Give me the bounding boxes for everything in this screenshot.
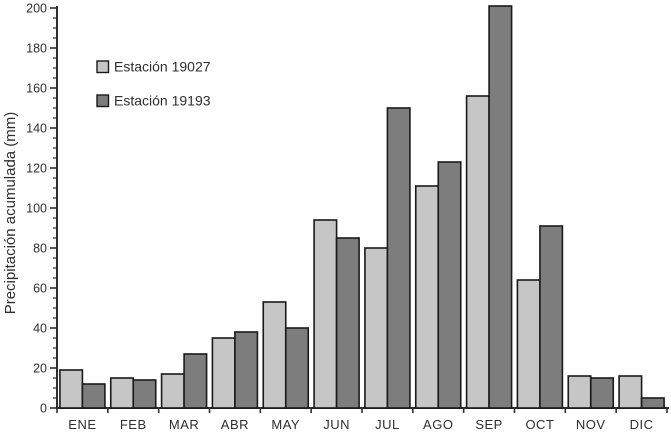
x-category-label: JUL xyxy=(375,417,400,432)
y-tick-label: 0 xyxy=(40,402,47,416)
bar-feb-series1 xyxy=(109,377,135,409)
x-category-label: OCT xyxy=(525,417,554,432)
legend-swatch-series1 xyxy=(96,60,110,74)
bar-feb-series2 xyxy=(132,379,157,409)
legend: Estación 19027 Estación 19193 xyxy=(96,59,211,109)
bar-may-series1 xyxy=(262,301,287,409)
x-axis: ENE FEB MAR ABR MAY JUN JUL AGO SEP OCT NOV DIC xyxy=(56,407,669,432)
legend-label-series1: Estación 19027 xyxy=(114,59,211,75)
x-category-label: SEP xyxy=(475,417,503,432)
y-tick-label: 140 xyxy=(26,122,47,136)
y-tick-label: 180 xyxy=(26,42,47,56)
bar-jun-series1 xyxy=(313,219,338,409)
bar-ene-series2 xyxy=(81,383,106,409)
bar-sep-series2 xyxy=(488,5,513,409)
bar-sep-series1 xyxy=(465,95,490,409)
bar-ago-series2 xyxy=(437,161,462,409)
x-category-label: DIC xyxy=(630,417,654,432)
bar-ene-series1 xyxy=(59,369,84,409)
x-category-label: MAY xyxy=(271,417,300,432)
bar-dic-series2 xyxy=(640,397,665,409)
x-category-label: AGO xyxy=(423,417,453,432)
bar-nov-series2 xyxy=(589,377,615,409)
y-tick-label: 100 xyxy=(26,202,47,216)
bar-oct-series2 xyxy=(539,225,564,409)
bar-ago-series1 xyxy=(414,185,440,409)
bar-series xyxy=(59,5,665,409)
y-tick-label: 160 xyxy=(26,82,47,96)
bar-mar-series2 xyxy=(183,353,208,409)
y-tick-label: 80 xyxy=(33,242,47,256)
x-category-label: FEB xyxy=(120,417,147,432)
y-tick-label: 200 xyxy=(26,2,47,16)
x-category-label: MAR xyxy=(169,417,199,432)
legend-swatch-series2 xyxy=(96,94,110,108)
y-tick-label: 20 xyxy=(33,362,47,376)
x-category-label: NOV xyxy=(576,417,606,432)
bar-mar-series1 xyxy=(160,373,185,409)
bar-may-series2 xyxy=(284,327,310,409)
y-tick-label: 40 xyxy=(33,322,47,336)
bar-oct-series1 xyxy=(516,279,541,409)
bar-abr-series1 xyxy=(211,337,236,409)
bar-nov-series1 xyxy=(567,375,592,409)
y-axis: 0 20 40 60 80 100 120 140 160 180 200 xyxy=(26,2,58,416)
y-tick-label: 60 xyxy=(33,282,47,296)
x-category-label: ABR xyxy=(221,417,249,432)
bar-jul-series2 xyxy=(386,107,411,409)
x-category-label: JUN xyxy=(323,417,350,432)
legend-label-series2: Estación 19193 xyxy=(114,93,211,109)
y-axis-title: Precipitación acumulada (mm) xyxy=(2,112,19,315)
bar-abr-series2 xyxy=(234,331,259,409)
bar-dic-series1 xyxy=(618,375,643,409)
bar-jul-series1 xyxy=(364,247,389,409)
bar-jun-series2 xyxy=(335,237,360,409)
x-category-label: ENE xyxy=(68,417,96,432)
y-tick-label: 120 xyxy=(26,162,47,176)
